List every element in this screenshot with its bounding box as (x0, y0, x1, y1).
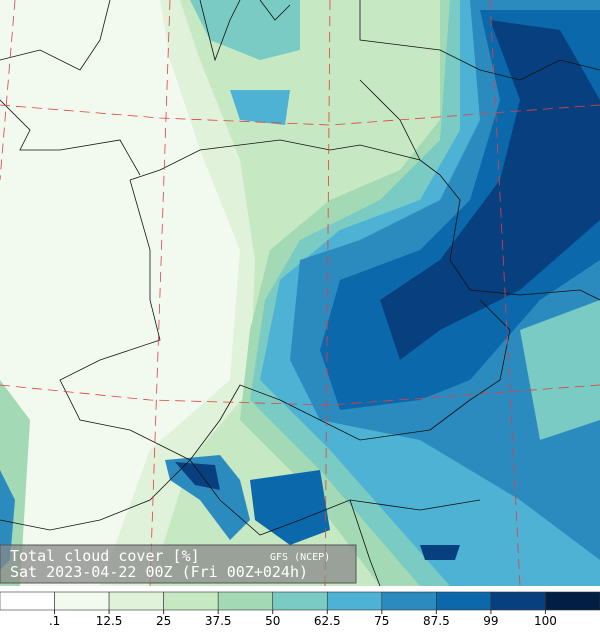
colorbar-swatch (436, 591, 492, 611)
colorbar-tick-label: 99 (483, 614, 498, 628)
colorbar-swatch (108, 591, 164, 611)
caption-title: Total cloud cover [%] (10, 547, 200, 565)
colorbar-swatch (326, 591, 383, 611)
colorbar-swatch (381, 591, 437, 611)
colorbar-tick-label: 12.5 (96, 614, 123, 628)
caption-time: Sat 2023-04-22 00Z (Fri 00Z+024h) (10, 563, 308, 581)
graticule (0, 0, 600, 587)
colorbar-tick-label: 62.5 (314, 614, 341, 628)
colorbar-tick-label: 87.5 (423, 614, 450, 628)
colorbar-swatch (0, 591, 55, 611)
colorbar-swatch (54, 591, 110, 611)
colorbar-tick-label: 25 (156, 614, 171, 628)
colorbar-tick-label: 50 (265, 614, 280, 628)
colorbar-tick-label: 75 (374, 614, 389, 628)
colorbar-tick-label: 100 (534, 614, 557, 628)
colorbar-swatch (163, 591, 219, 611)
caption-source: GFS (NCEP) (270, 552, 330, 563)
colorbar: .1 12.5 25 37.5 50 62.5 75 87.5 99 100 (0, 591, 600, 628)
cloud-field (0, 0, 600, 586)
caption-box: Total cloud cover [%] GFS (NCEP) Sat 202… (0, 544, 357, 584)
colorbar-swatch (272, 591, 328, 611)
colorbar-tick-label: .1 (49, 614, 60, 628)
borders (0, 0, 600, 587)
colorbar-tick-label: 37.5 (205, 614, 232, 628)
colorbar-swatch (490, 591, 546, 611)
colorbar-swatch (217, 591, 274, 611)
colorbar-swatch (545, 591, 600, 611)
